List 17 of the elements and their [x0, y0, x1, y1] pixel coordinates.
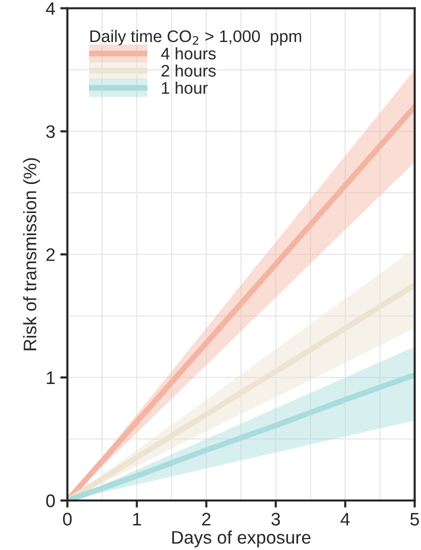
x-tick-label: 0: [63, 512, 72, 526]
legend-label: 1 hour: [162, 82, 208, 94]
x-tick-label: 5: [410, 512, 419, 526]
y-axis-title: Risk of transmission (%): [23, 158, 40, 350]
legend-label: 2 hours: [162, 64, 216, 77]
x-tick-label: 3: [271, 512, 280, 526]
legend-title: Daily time CO$_{2}$ > 1,000 ppm: [90, 30, 302, 46]
x-tick-label: 1: [133, 512, 141, 526]
legend-label: 4 hours: [161, 47, 216, 60]
x-tick-label: 2: [202, 512, 210, 526]
y-tick-label: 4: [46, 2, 56, 15]
x-tick-label: 4: [340, 512, 350, 526]
x-axis-title: Days of exposure: [172, 530, 310, 548]
y-tick-label: 2: [46, 248, 55, 261]
y-tick-label: 1: [46, 372, 55, 384]
y-tick-label: 0: [46, 494, 55, 508]
y-tick-label: 3: [46, 125, 55, 138]
